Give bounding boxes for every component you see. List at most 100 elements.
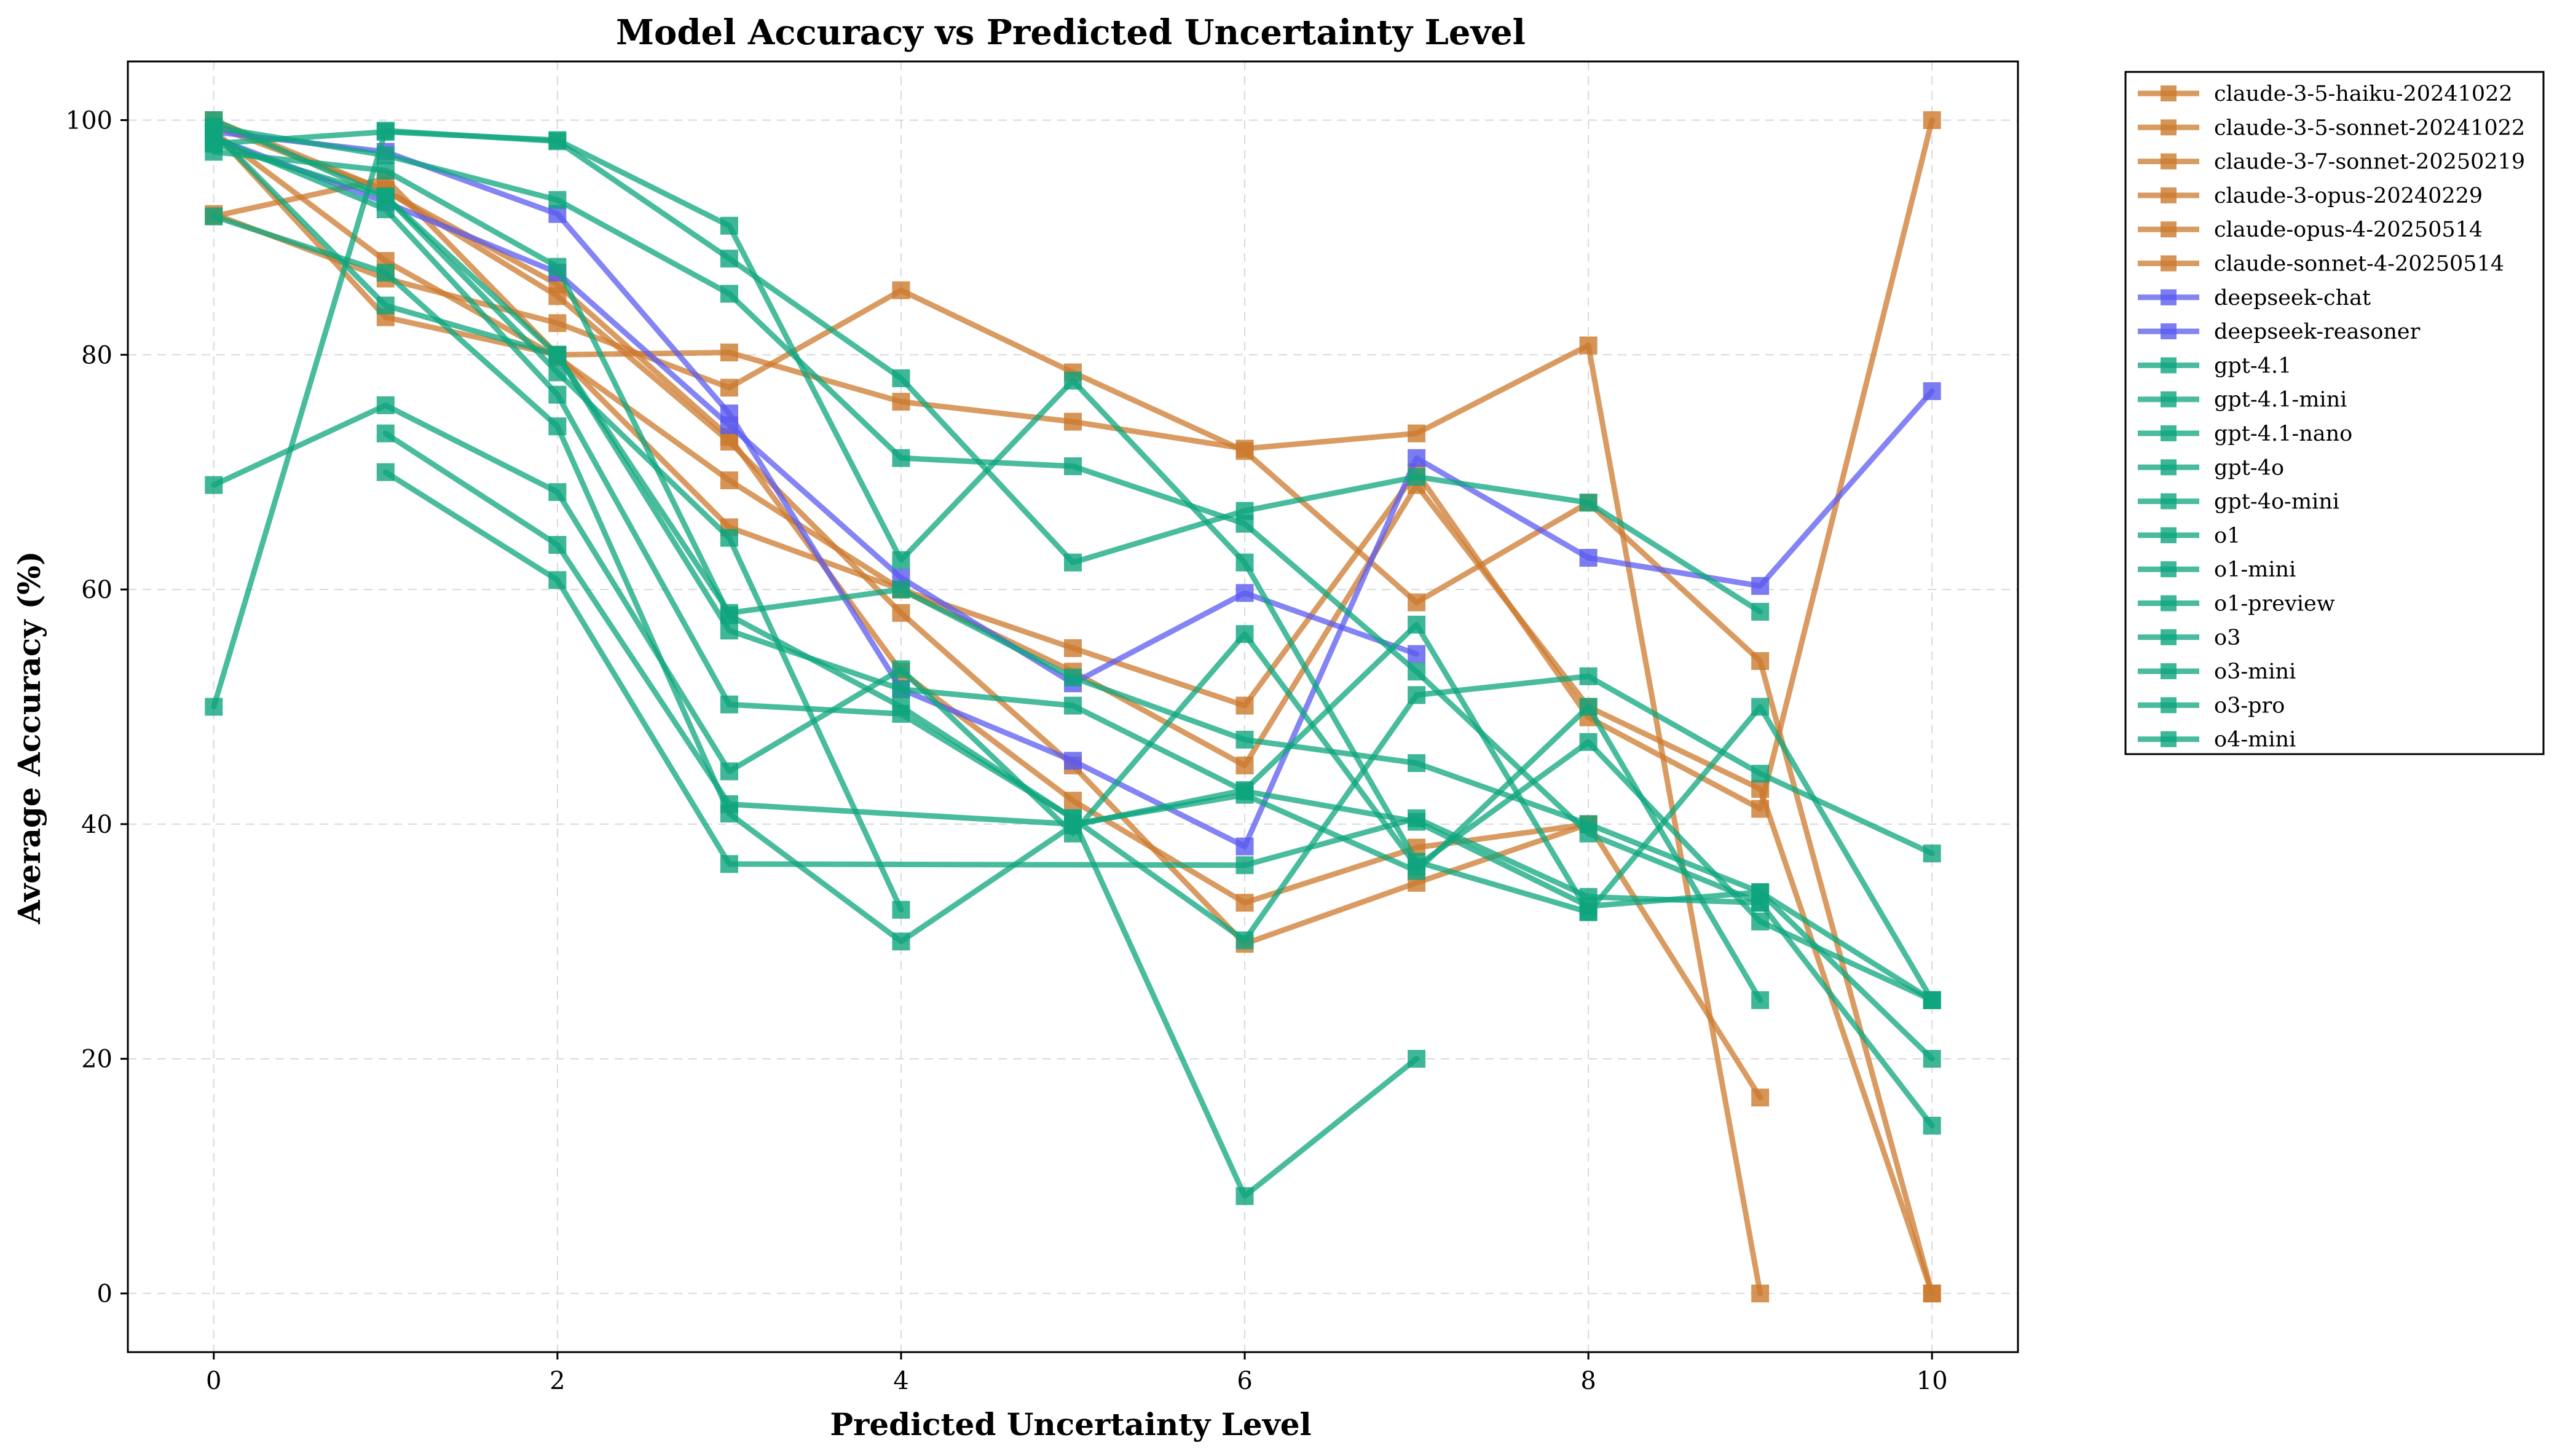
x-tick-label: 6 [1237, 1367, 1252, 1395]
data-point [720, 529, 738, 547]
legend-marker-swatch [2161, 119, 2177, 136]
data-point [1751, 1088, 1770, 1107]
data-point [1235, 625, 1254, 643]
data-point [720, 805, 738, 823]
legend-label: gpt-4o [2214, 455, 2284, 480]
data-point [1235, 856, 1254, 875]
legend-marker-swatch [2161, 527, 2177, 543]
series-line [382, 430, 1763, 1003]
data-point [892, 551, 910, 569]
data-point [1408, 449, 1426, 467]
data-point [720, 762, 738, 781]
data-point [720, 216, 738, 235]
series-line [211, 117, 1763, 1101]
series-layer [205, 111, 1941, 1303]
data-point [892, 580, 910, 599]
legend-entry: claude-3-7-sonnet-20250219 [2138, 150, 2525, 175]
y-tick-label: 80 [81, 341, 112, 369]
legend-marker-swatch [2161, 697, 2177, 714]
data-point [720, 250, 738, 268]
data-point [1923, 1117, 1941, 1135]
legend-label: claude-sonnet-4-20250514 [2214, 252, 2504, 277]
data-point [892, 680, 910, 698]
legend-marker-swatch [2161, 663, 2177, 680]
legend-marker-swatch [2161, 255, 2177, 272]
data-point [720, 285, 738, 303]
data-point [548, 385, 567, 404]
series-o3-pro [205, 135, 910, 919]
legend-label: o3-pro [2214, 693, 2285, 718]
data-point [548, 258, 567, 276]
legend-marker-swatch [2161, 153, 2177, 170]
data-point [376, 146, 395, 165]
data-point [720, 606, 738, 624]
legend-entry: o3-pro [2138, 693, 2285, 718]
data-point [548, 571, 567, 589]
data-point [1579, 903, 1598, 921]
legend-marker-swatch [2161, 629, 2177, 645]
legend-entry: gpt-4.1 [2138, 353, 2291, 378]
data-point [1064, 816, 1082, 835]
data-point [1579, 494, 1598, 512]
data-point [376, 123, 395, 141]
legend-marker-swatch [2161, 391, 2177, 407]
legend-frame [2124, 71, 2545, 755]
legend-label: o4-mini [2214, 728, 2296, 752]
legend-entry: gpt-4o [2138, 455, 2284, 480]
data-point [1235, 837, 1254, 856]
data-point [1923, 844, 1941, 863]
legend-label: claude-3-5-haiku-20241022 [2214, 82, 2513, 106]
data-point [1751, 576, 1770, 595]
data-point [1579, 824, 1598, 843]
legend-entry: o3 [2138, 626, 2240, 650]
legend-marker-swatch [2161, 731, 2177, 747]
data-point [1751, 652, 1770, 671]
data-point [1408, 593, 1426, 612]
data-point [376, 162, 395, 180]
data-point [548, 131, 567, 149]
data-point [1235, 696, 1254, 715]
y-tick-label: 60 [81, 576, 112, 604]
data-point [205, 476, 223, 494]
data-point [548, 345, 567, 364]
data-point [1064, 553, 1082, 572]
legend-marker-swatch [2161, 595, 2177, 612]
data-point [720, 471, 738, 490]
series-o1-preview [205, 128, 1426, 1205]
legend-label: gpt-4.1 [2214, 353, 2291, 378]
data-point [376, 463, 395, 481]
data-point [720, 379, 738, 397]
legend-marker-swatch [2161, 289, 2177, 305]
data-point [205, 135, 223, 153]
data-point [1751, 765, 1770, 783]
series-line [211, 135, 1420, 687]
x-tick-label: 2 [550, 1367, 565, 1395]
series-line [211, 176, 1763, 1296]
legend-label: claude-3-opus-20240229 [2214, 184, 2483, 208]
data-point [720, 343, 738, 361]
legend-marker-swatch [2161, 459, 2177, 476]
data-point [376, 264, 395, 282]
legend-marker-swatch [2161, 323, 2177, 340]
data-point [1579, 698, 1598, 716]
data-point [1064, 696, 1082, 715]
data-point [1923, 1285, 1941, 1303]
data-point [1235, 514, 1254, 533]
x-axis-label: Predicted Uncertainty Level [830, 1406, 1311, 1442]
data-point [1579, 733, 1598, 751]
legend-label: o1 [2214, 524, 2240, 548]
y-axis-label: Average Accuracy (%) [11, 551, 47, 924]
legend-marker-swatch [2161, 187, 2177, 203]
data-point [720, 416, 738, 435]
data-point [1408, 468, 1426, 486]
legend-label: gpt-4.1-nano [2214, 422, 2352, 446]
data-point [1408, 615, 1426, 634]
data-point [892, 393, 910, 411]
data-point [205, 207, 223, 226]
legend-label: o1-mini [2214, 557, 2296, 582]
data-point [548, 536, 567, 554]
legend-entry: deepseek-chat [2138, 286, 2371, 310]
x-tick-label: 8 [1580, 1367, 1596, 1395]
series-o1-mini [205, 122, 1770, 716]
